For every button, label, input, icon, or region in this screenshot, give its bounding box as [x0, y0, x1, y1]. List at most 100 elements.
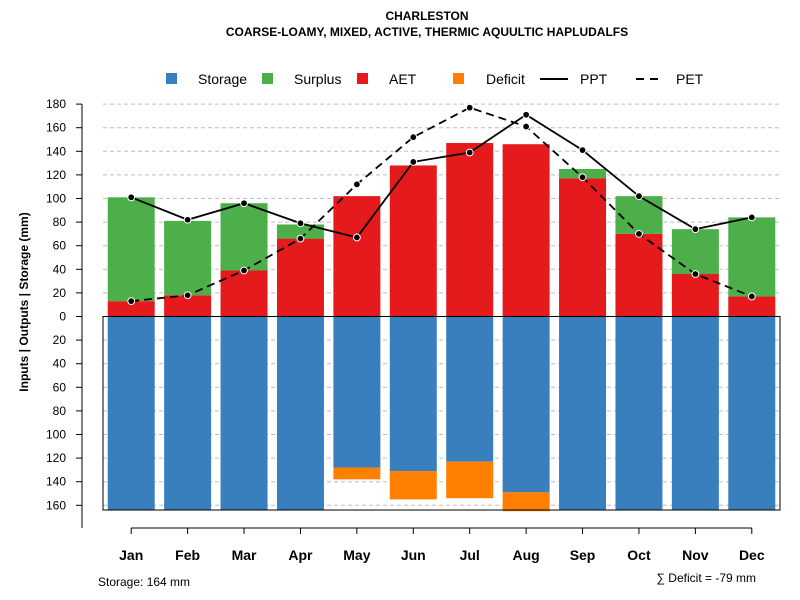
storage-bar [164, 316, 212, 511]
legend-pet-label: PET [676, 71, 704, 87]
chart-title: CHARLESTON [385, 9, 468, 23]
surplus-bar [615, 196, 663, 234]
surplus-bar [728, 217, 776, 297]
legend-deficit-label: Deficit [486, 71, 525, 87]
pet-point [522, 122, 531, 131]
deficit-total-label: ∑ Deficit = -79 mm [656, 571, 756, 585]
y-tick-label: 0 [59, 310, 66, 324]
pet-point [578, 173, 587, 182]
deficit-bar [446, 461, 494, 499]
legend-surplus-swatch [262, 73, 273, 84]
y-tick-label: 20 [53, 333, 67, 347]
ppt-point [522, 110, 531, 119]
surplus-bar [164, 220, 212, 296]
storage-bar [502, 316, 550, 493]
legend-ppt-label: PPT [580, 71, 608, 87]
legend-storage-swatch [166, 73, 177, 84]
ppt-point [352, 233, 361, 242]
ppt-line [130, 113, 752, 239]
deficit-bar [389, 471, 437, 500]
ppt-point [240, 199, 248, 208]
bars [107, 143, 776, 512]
storage-bar [615, 316, 663, 511]
aet-bar [164, 295, 212, 317]
ppt-point [747, 213, 756, 222]
y-tick-label: 160 [46, 498, 66, 512]
aet-bar [220, 270, 268, 317]
pet-point [409, 133, 418, 142]
storage-bar [220, 316, 268, 511]
storage-bar [276, 316, 324, 511]
aet-bar [446, 143, 494, 317]
legend-surplus-label: Surplus [294, 71, 341, 87]
x-tick-label: Jan [119, 547, 143, 563]
y-tick-label: 20 [53, 286, 67, 300]
y-tick-label: 80 [53, 404, 67, 418]
storage-bar [107, 316, 155, 511]
legend-deficit-swatch [453, 73, 464, 84]
storage-bar [728, 316, 776, 511]
plot-frame [102, 316, 781, 511]
y-tick-label: 120 [46, 168, 66, 182]
pet-point [465, 103, 474, 112]
aet-bar [107, 301, 155, 317]
ppt-point [183, 215, 192, 224]
y-tick-label: 60 [53, 239, 67, 253]
y-axis-label: Inputs | Outputs | Storage (mm) [17, 212, 31, 391]
chart-subtitle: COARSE-LOAMY, MIXED, ACTIVE, THERMIC AQU… [226, 25, 628, 39]
y-tick-label: 60 [53, 380, 67, 394]
legend-aet-swatch [357, 73, 368, 84]
x-tick-label: Nov [682, 547, 709, 563]
storage-bar [671, 316, 719, 511]
pet-point [635, 230, 643, 238]
ppt-point [635, 192, 643, 201]
pet-point [352, 180, 361, 189]
deficit-bar [333, 467, 381, 480]
deficit-bar [502, 492, 550, 512]
y-tick-label: 40 [53, 357, 67, 371]
x-tick-label: Jun [401, 547, 426, 563]
y-tick-label: 140 [46, 144, 66, 158]
x-tick-label: Oct [627, 547, 651, 563]
lines [127, 103, 756, 306]
ppt-point [465, 148, 474, 157]
y-axis: 180 160 140 120 100 80 60 40 20 0 20 40 60 80 100 120 14… [46, 97, 83, 528]
y-tick-label: 180 [46, 97, 66, 111]
y-tick-label: 100 [46, 428, 66, 442]
x-tick-label: Sep [570, 547, 596, 563]
storage-bar [389, 316, 437, 472]
storage-capacity-label: Storage: 164 mm [98, 575, 190, 589]
pet-point [691, 270, 700, 278]
aet-bar [502, 144, 550, 317]
pet-point [183, 291, 192, 300]
ppt-point [409, 158, 418, 166]
y-tick-label: 80 [53, 215, 67, 229]
surplus-bar [220, 203, 268, 271]
x-tick-label: Jul [460, 547, 480, 563]
pet-point [240, 266, 248, 275]
x-tick-label: Feb [175, 547, 200, 563]
aet-bar [559, 178, 607, 317]
x-tick-label: May [343, 547, 370, 563]
y-tick-label: 140 [46, 475, 66, 489]
legend-aet-label: AET [389, 71, 417, 87]
x-tick-label: Apr [288, 547, 313, 563]
y-tick-label: 100 [46, 192, 66, 206]
gridlines [103, 103, 780, 506]
pet-point [296, 234, 305, 243]
x-tick-label: Mar [232, 547, 257, 563]
ppt-point [691, 225, 700, 234]
storage-bar [446, 316, 494, 462]
storage-bar [333, 316, 381, 468]
pet-point [747, 292, 756, 301]
legend: Storage Surplus AET Deficit PPT PET [166, 71, 704, 87]
aet-bar [671, 274, 719, 317]
x-tick-label: Aug [513, 547, 540, 563]
y-tick-label: 40 [53, 262, 67, 276]
y-tick-label: 160 [46, 121, 66, 135]
surplus-bar [671, 229, 719, 275]
storage-bar [559, 316, 607, 511]
ppt-point [127, 193, 136, 202]
ppt-point [578, 146, 587, 155]
aet-bar [615, 233, 663, 317]
